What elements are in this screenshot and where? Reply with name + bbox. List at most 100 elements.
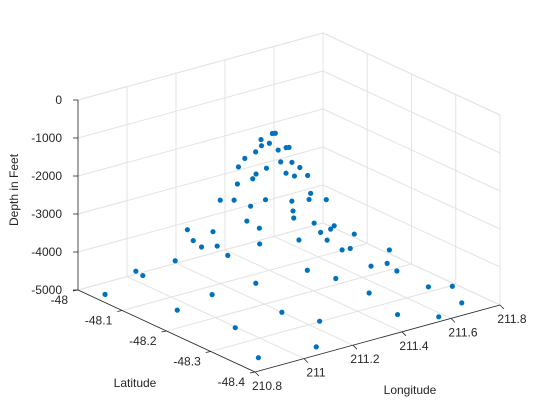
y-tick — [249, 371, 256, 374]
data-point — [255, 355, 261, 361]
data-point — [225, 252, 231, 258]
grid-line — [77, 184, 324, 253]
data-point — [184, 227, 190, 233]
data-point — [289, 198, 295, 204]
y-tick-label: -48 — [51, 293, 69, 307]
data-point — [308, 190, 314, 196]
x-tick — [303, 358, 309, 363]
data-point — [290, 208, 296, 214]
data-point — [234, 181, 240, 187]
data-point — [248, 203, 254, 209]
data-point — [275, 147, 281, 153]
data-point — [323, 197, 329, 203]
data-point — [133, 268, 139, 274]
data-point — [291, 215, 297, 221]
x-tick-label: 210.8 — [252, 379, 282, 393]
y-tick-label: -48.4 — [218, 375, 246, 389]
y-tick — [161, 330, 167, 333]
y-axis-label: Latitude — [114, 376, 157, 390]
data-point — [253, 149, 259, 155]
box-edge — [77, 32, 324, 101]
data-point — [172, 258, 178, 264]
y-tick-label: -48.3 — [173, 355, 201, 369]
data-point — [198, 244, 205, 250]
x-tick-label: 211.2 — [350, 352, 379, 366]
data-point — [368, 263, 374, 269]
data-point — [283, 170, 289, 176]
y-tick-label: -48.2 — [129, 334, 157, 348]
data-point — [296, 237, 302, 243]
x-axis-line — [254, 304, 501, 373]
data-point — [394, 268, 400, 274]
data-point — [257, 241, 263, 247]
z-axis-label: Depth in Feet — [7, 153, 21, 226]
x-tick — [352, 344, 358, 350]
data-point — [394, 311, 401, 318]
data-point — [339, 247, 345, 253]
grid-line — [322, 184, 501, 268]
grid-line — [77, 108, 324, 177]
data-point — [286, 144, 292, 150]
data-point — [449, 283, 455, 289]
data-point — [351, 231, 357, 237]
z-tick-label: -5000 — [31, 283, 62, 297]
y-tick — [117, 310, 123, 312]
x-tick — [254, 371, 260, 377]
data-point — [289, 159, 295, 165]
data-point — [210, 229, 216, 235]
x-tick — [499, 304, 505, 310]
grid-line — [166, 263, 412, 332]
y-tick-label: -48.1 — [85, 314, 113, 328]
z-tick-label: 0 — [55, 93, 62, 107]
data-point — [384, 260, 390, 266]
data-point — [262, 197, 269, 203]
data-point — [235, 164, 242, 170]
data-point — [209, 292, 215, 298]
data-point — [425, 284, 431, 290]
data-point — [304, 267, 310, 273]
data-point — [102, 291, 108, 297]
data-point — [256, 225, 262, 231]
data-point — [242, 155, 248, 161]
z-tick-label: -4000 — [31, 245, 62, 259]
data-point — [258, 143, 265, 149]
data-point — [263, 165, 270, 171]
x-tick — [401, 331, 407, 337]
grid-line — [322, 108, 501, 192]
data-point — [305, 172, 311, 179]
data-point — [291, 173, 298, 179]
x-tick-label: 211.4 — [399, 339, 428, 353]
data-point — [317, 318, 323, 324]
grid-line — [322, 222, 501, 306]
data-point — [253, 280, 259, 286]
grid-line — [77, 146, 324, 215]
data-point — [272, 130, 278, 136]
data-point — [253, 171, 259, 177]
data-point — [250, 176, 256, 182]
z-tick-label: -3000 — [31, 207, 62, 221]
grid-line — [77, 70, 324, 139]
data-point — [331, 223, 337, 229]
grid-line — [122, 243, 368, 311]
data-point — [366, 290, 372, 296]
data-point — [244, 218, 250, 224]
data-point — [311, 220, 317, 226]
data-point — [278, 159, 284, 165]
box-edge — [322, 32, 501, 116]
data-point — [318, 229, 324, 235]
data-point — [140, 272, 146, 279]
data-point — [190, 237, 196, 244]
data-point — [306, 196, 312, 203]
data-point — [258, 136, 264, 143]
x-tick-label: 211.6 — [448, 325, 477, 339]
data-point — [333, 275, 339, 282]
data-point — [232, 325, 238, 331]
data-point — [266, 140, 272, 146]
grid-line — [322, 70, 501, 154]
data-point — [231, 197, 237, 203]
data-point — [386, 247, 392, 253]
y-tick — [205, 351, 211, 353]
x-tick-label: 211.8 — [497, 312, 526, 326]
grid-line — [77, 222, 324, 291]
